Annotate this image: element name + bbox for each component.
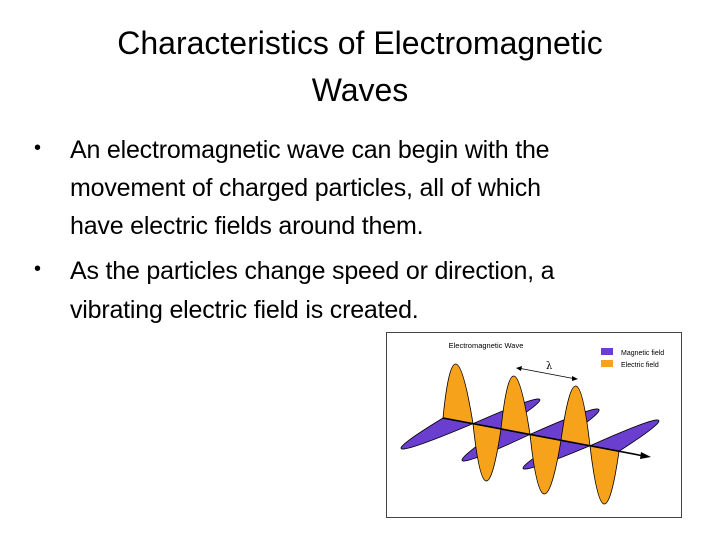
bullet-2-line-1: As the particles change speed or directi… bbox=[70, 257, 555, 285]
wavelength-symbol: λ bbox=[546, 361, 553, 372]
bullet-2-line-2: vibrating electric field is created. bbox=[70, 296, 419, 324]
legend-label-electric: Electric field bbox=[621, 362, 659, 369]
electric-field-lobe bbox=[529, 433, 562, 495]
slide-title-line: Waves bbox=[311, 72, 409, 108]
slide-title-line: Characteristics of Electromagnetic bbox=[117, 25, 603, 61]
propagation-axis bbox=[442, 417, 645, 457]
legend-swatch-magnetic bbox=[601, 348, 613, 355]
arrowhead-icon bbox=[516, 366, 522, 371]
axis-arrowhead-icon bbox=[640, 452, 651, 459]
electric-field-lobe bbox=[589, 445, 620, 505]
electric-field-lobe bbox=[560, 385, 591, 447]
electric-field-lobe bbox=[500, 375, 531, 435]
electric-field-lobe bbox=[472, 423, 502, 482]
electric-field-lobe bbox=[442, 363, 474, 425]
bullet-icon: • bbox=[34, 137, 42, 159]
magnetic-field-lobe bbox=[588, 419, 660, 452]
arrowhead-icon bbox=[572, 376, 578, 381]
bullet-icon: • bbox=[34, 258, 42, 280]
legend-swatch-electric bbox=[601, 360, 613, 367]
electromagnetic-wave-diagram: Electromagnetic Wave Magnetic field Elec… bbox=[386, 332, 682, 518]
wavelength-marker bbox=[517, 367, 577, 380]
bullet-1-line-1: An electromagnetic wave can begin with t… bbox=[70, 136, 550, 164]
slide-title: Characteristics of Electromagnetic Waves bbox=[0, 20, 720, 114]
bullet-1-line-2: movement of charged particles, all of wh… bbox=[70, 174, 541, 202]
figure-title: Electromagnetic Wave bbox=[449, 341, 524, 350]
magnetic-field-lobe bbox=[400, 417, 475, 450]
wave-illustration: Electromagnetic Wave Magnetic field Elec… bbox=[400, 341, 664, 505]
legend-label-magnetic: Magnetic field bbox=[621, 350, 664, 357]
bullet-1-line-3: have electric fields around them. bbox=[70, 212, 424, 240]
